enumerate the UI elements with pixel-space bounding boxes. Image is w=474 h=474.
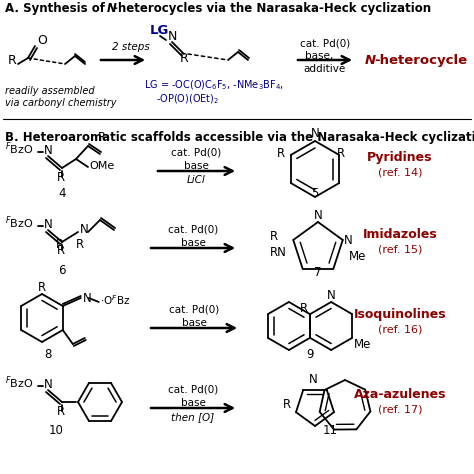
Text: N: N xyxy=(168,30,177,43)
Text: then [O]: then [O] xyxy=(172,412,215,422)
Text: -heterocycle: -heterocycle xyxy=(374,54,467,66)
Text: 8: 8 xyxy=(44,348,52,361)
Text: 11: 11 xyxy=(322,424,337,437)
Text: R: R xyxy=(76,238,84,251)
Text: O: O xyxy=(37,34,47,47)
Text: 10: 10 xyxy=(48,424,64,437)
Text: Imidazoles: Imidazoles xyxy=(363,228,438,241)
Text: -heterocycles via the Narasaka-Heck cyclization: -heterocycles via the Narasaka-Heck cycl… xyxy=(113,2,431,15)
Text: Me: Me xyxy=(354,338,371,351)
Text: base: base xyxy=(181,238,205,248)
Text: N: N xyxy=(83,292,91,305)
Text: 5: 5 xyxy=(311,187,319,200)
Text: readily assembled: readily assembled xyxy=(5,86,95,96)
Text: Aza-azulenes: Aza-azulenes xyxy=(354,388,446,401)
Text: N: N xyxy=(44,144,53,157)
Text: $\cdot$O$^F$Bz: $\cdot$O$^F$Bz xyxy=(100,293,130,307)
Text: base: base xyxy=(181,398,205,408)
Text: R: R xyxy=(38,281,46,294)
Text: N: N xyxy=(314,209,323,222)
Text: R: R xyxy=(270,230,278,243)
Text: N: N xyxy=(327,289,336,302)
Text: cat. Pd(0): cat. Pd(0) xyxy=(172,147,222,157)
Text: base: base xyxy=(182,318,207,328)
Text: N: N xyxy=(344,234,353,247)
Text: $^F$BzO: $^F$BzO xyxy=(5,375,34,392)
Text: (ref. 15): (ref. 15) xyxy=(378,244,422,254)
Text: (ref. 17): (ref. 17) xyxy=(378,404,422,414)
Text: R: R xyxy=(56,238,64,251)
Text: N: N xyxy=(107,2,117,15)
Text: cat. Pd(0): cat. Pd(0) xyxy=(169,304,219,314)
Text: N: N xyxy=(365,54,376,66)
Text: RN: RN xyxy=(270,246,287,259)
Text: Pyridines: Pyridines xyxy=(367,151,433,164)
Text: via carbonyl chemistry: via carbonyl chemistry xyxy=(5,98,117,108)
Text: R: R xyxy=(180,52,189,65)
Text: cat. Pd(0): cat. Pd(0) xyxy=(300,38,350,48)
Text: N: N xyxy=(309,373,318,386)
Text: R: R xyxy=(57,244,65,257)
Text: A. Synthesis of: A. Synthesis of xyxy=(5,2,109,15)
Text: cat. Pd(0): cat. Pd(0) xyxy=(168,224,218,234)
Text: R: R xyxy=(337,147,346,160)
Text: $^F$BzO: $^F$BzO xyxy=(5,141,34,157)
Text: additive: additive xyxy=(303,64,345,74)
Text: 2 steps: 2 steps xyxy=(112,42,150,52)
Text: 6: 6 xyxy=(58,264,66,277)
Text: R: R xyxy=(300,302,309,315)
Text: (ref. 14): (ref. 14) xyxy=(378,167,422,177)
Text: R: R xyxy=(8,54,17,67)
Text: OMe: OMe xyxy=(89,161,114,171)
Text: base: base xyxy=(184,161,209,171)
Text: cat. Pd(0): cat. Pd(0) xyxy=(168,384,218,394)
Text: 9: 9 xyxy=(306,348,314,361)
Text: R: R xyxy=(98,131,106,144)
Text: (ref. 16): (ref. 16) xyxy=(378,324,422,334)
Text: -OP(O)(OEt)$_2$: -OP(O)(OEt)$_2$ xyxy=(156,92,219,106)
Text: R: R xyxy=(277,147,285,160)
Text: N: N xyxy=(310,127,319,140)
Text: LG: LG xyxy=(150,24,169,37)
Text: Me: Me xyxy=(349,250,366,263)
Text: LiCl: LiCl xyxy=(187,175,206,185)
Text: R: R xyxy=(57,171,65,184)
Text: R: R xyxy=(57,405,65,418)
Text: N: N xyxy=(44,378,53,391)
Text: LG = -OC(O)C$_6$F$_5$, -NMe$_3$BF$_4$,: LG = -OC(O)C$_6$F$_5$, -NMe$_3$BF$_4$, xyxy=(144,78,284,92)
Text: $^F$BzO: $^F$BzO xyxy=(5,215,34,231)
Text: N: N xyxy=(80,223,89,236)
Text: 4: 4 xyxy=(58,187,66,200)
Text: N: N xyxy=(44,218,53,231)
Text: base,: base, xyxy=(305,51,333,61)
Text: B. Heteroaromatic scaffolds accessible via the Narasaka-Heck cyclization: B. Heteroaromatic scaffolds accessible v… xyxy=(5,131,474,144)
Text: R: R xyxy=(283,398,291,411)
Text: 7: 7 xyxy=(314,266,322,279)
Text: Isoquinolines: Isoquinolines xyxy=(354,308,447,321)
